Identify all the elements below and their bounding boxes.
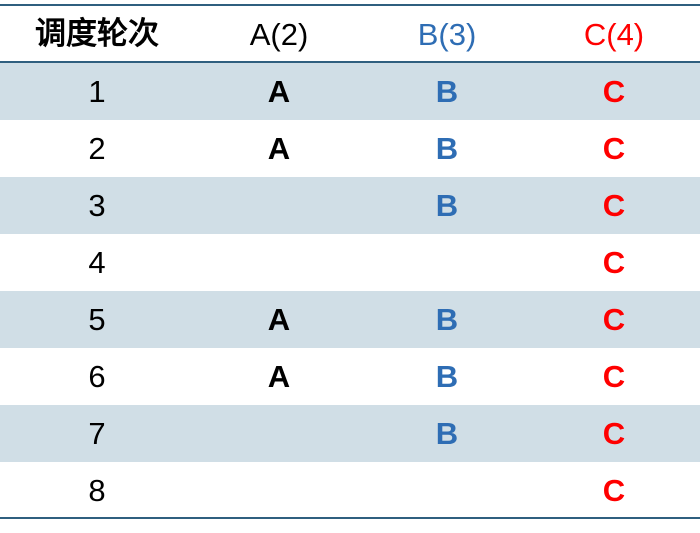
round-cell: 8 xyxy=(88,473,106,508)
table-row: 1 A B C xyxy=(0,63,700,120)
b-cell: B xyxy=(435,302,459,337)
round-cell: 5 xyxy=(88,302,106,337)
round-cell: 7 xyxy=(88,416,106,451)
b-cell: B xyxy=(435,416,459,451)
b-cell: B xyxy=(435,131,459,166)
a-cell: A xyxy=(267,74,291,109)
a-cell xyxy=(199,234,359,291)
round-cell: 4 xyxy=(88,245,106,280)
b-cell: B xyxy=(435,74,459,109)
header-border xyxy=(0,61,700,63)
header-c: C(4) xyxy=(583,17,645,52)
c-cell: C xyxy=(602,74,626,109)
a-cell: A xyxy=(267,302,291,337)
a-cell xyxy=(199,405,359,462)
table-row: 7 B C xyxy=(0,405,700,462)
header-row: 调度轮次 A(2) B(3) C(4) xyxy=(0,6,700,62)
round-cell: 1 xyxy=(88,74,106,109)
header-a: A(2) xyxy=(249,17,309,52)
b-cell: B xyxy=(435,359,459,394)
top-border xyxy=(0,4,700,6)
round-cell: 3 xyxy=(88,188,106,223)
b-cell xyxy=(367,462,527,519)
table-row: 5 A B C xyxy=(0,291,700,348)
b-cell xyxy=(367,234,527,291)
round-cell: 2 xyxy=(88,131,106,166)
c-cell: C xyxy=(602,359,626,394)
c-cell: C xyxy=(602,473,626,508)
bottom-border xyxy=(0,517,700,519)
header-b: B(3) xyxy=(417,17,477,52)
c-cell: C xyxy=(602,245,626,280)
b-cell: B xyxy=(435,188,459,223)
c-cell: C xyxy=(602,416,626,451)
a-cell: A xyxy=(267,131,291,166)
c-cell: C xyxy=(602,188,626,223)
a-cell: A xyxy=(267,359,291,394)
table-row: 3 B C xyxy=(0,177,700,234)
c-cell: C xyxy=(602,131,626,166)
header-round: 调度轮次 xyxy=(35,16,159,52)
table-row: 6 A B C xyxy=(0,348,700,405)
table-row: 2 A B C xyxy=(0,120,700,177)
a-cell xyxy=(199,177,359,234)
a-cell xyxy=(199,462,359,519)
c-cell: C xyxy=(602,302,626,337)
round-cell: 6 xyxy=(88,359,106,394)
